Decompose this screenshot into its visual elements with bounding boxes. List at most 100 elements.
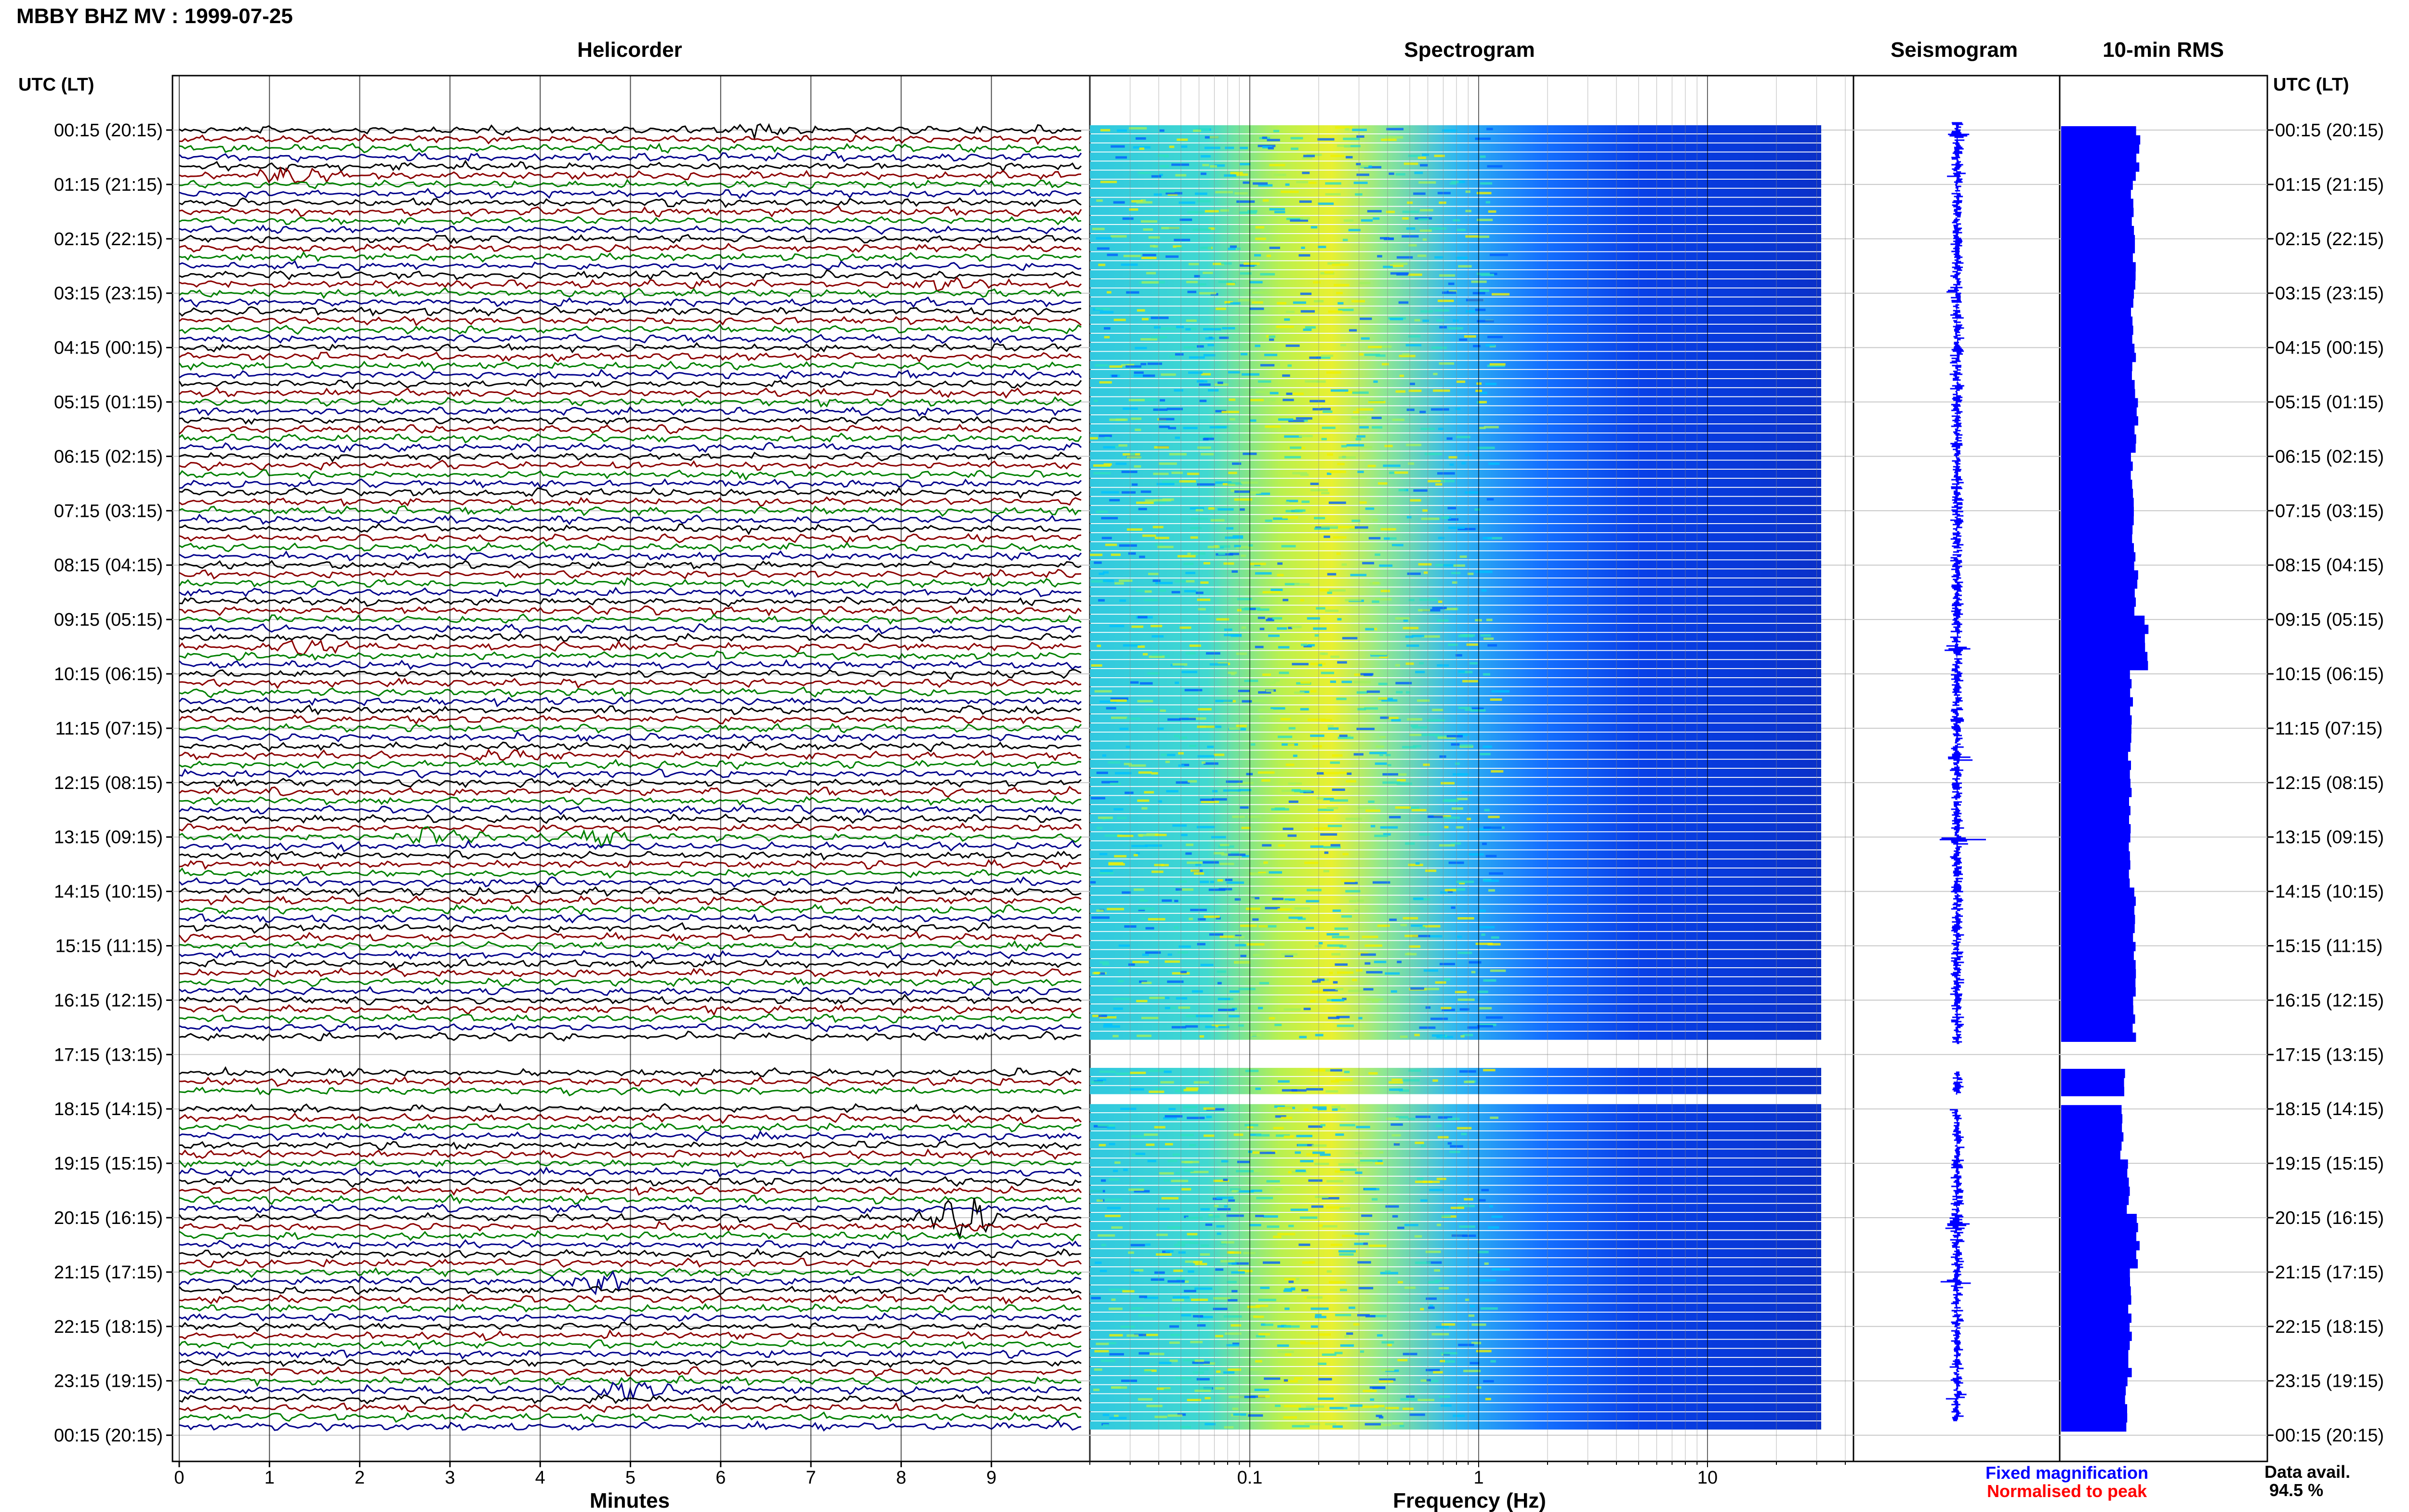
spectrogram-speckle	[1396, 273, 1408, 276]
spectrogram-speckle	[1420, 310, 1433, 313]
spectrogram-speckle	[1355, 438, 1362, 441]
spectrogram-speckle	[1190, 526, 1202, 529]
spectrogram-row	[1090, 125, 1821, 133]
spectrogram-speckle	[1238, 987, 1256, 990]
spectrogram-speckle	[1156, 1387, 1171, 1390]
spectrogram-speckle	[1181, 671, 1197, 673]
spectrogram-speckle	[1184, 590, 1196, 592]
spectrogram-speckle	[1225, 879, 1233, 881]
spectrogram-speckle	[1259, 715, 1264, 718]
spectrogram-speckle	[1277, 302, 1286, 305]
spectrogram-speckle	[1197, 483, 1216, 486]
row-label-right: 06:15 (02:15)	[2275, 447, 2384, 467]
spectrogram-speckle	[1351, 300, 1365, 302]
spectrogram-speckle	[1104, 834, 1123, 837]
spectrogram-speckle	[1162, 480, 1179, 483]
frequency-tick-label: 10	[1697, 1468, 1718, 1488]
spectrogram-speckle	[1240, 508, 1245, 511]
spectrogram-speckle	[1172, 1299, 1184, 1302]
spectrogram-speckle	[1314, 1315, 1326, 1318]
spectrogram-speckle	[1234, 192, 1248, 195]
spectrogram-row	[1090, 197, 1821, 206]
spectrogram-speckle	[1196, 200, 1211, 203]
spectrogram-speckle	[1456, 798, 1468, 801]
spectrogram-speckle	[1217, 1208, 1231, 1211]
minute-tick-label: 8	[896, 1468, 906, 1488]
spectrogram-speckle	[1174, 735, 1180, 737]
spectrogram-speckle	[1291, 1170, 1307, 1173]
spectrogram-speckle	[1231, 1262, 1249, 1265]
helicorder-minute-gridlines	[179, 76, 992, 1461]
spectrogram-speckle	[1200, 581, 1209, 584]
spectrogram-speckle	[1284, 1379, 1288, 1382]
spectrogram-speckle	[1403, 627, 1419, 630]
spectrogram-speckle	[1226, 1344, 1240, 1347]
spectrogram-speckle	[1337, 145, 1350, 147]
rms-bar	[2061, 434, 2136, 444]
spectrogram-speckle	[1352, 129, 1367, 131]
spectrogram-speckle	[1203, 354, 1216, 356]
spectrogram-speckle	[1236, 724, 1247, 727]
spectrogram-speckle	[1277, 1344, 1289, 1347]
spectrogram-speckle	[1291, 147, 1298, 150]
spectrogram-speckle	[1167, 718, 1181, 721]
spectrogram-speckle	[1277, 1107, 1293, 1110]
spectrogram-speckle	[1262, 146, 1272, 149]
spectrogram-row	[1090, 696, 1821, 705]
spectrogram-row	[1090, 868, 1821, 877]
spectrogram-speckle	[1332, 754, 1343, 757]
spectrogram-speckle	[1145, 927, 1154, 930]
row-label-right: 21:15 (17:15)	[2275, 1262, 2384, 1283]
spectrogram-row	[1090, 669, 1821, 677]
spectrogram-speckle	[1204, 146, 1220, 149]
spectrogram-speckle	[1107, 907, 1124, 910]
spectrogram-speckle	[1185, 1216, 1203, 1219]
spectrogram-speckle	[1128, 552, 1136, 555]
spectrogram-speckle	[1345, 128, 1350, 131]
spectrogram-speckle	[1406, 1395, 1415, 1398]
spectrogram-speckle	[1327, 592, 1332, 594]
spectrogram-speckle	[1122, 217, 1134, 220]
spectrogram-speckle	[1104, 327, 1111, 330]
spectrogram-speckle	[1204, 1423, 1216, 1426]
spectrogram-speckle	[1223, 1315, 1242, 1318]
spectrogram-row	[1090, 750, 1821, 759]
utc-lt-label-left: UTC (LT)	[18, 75, 94, 95]
spectrogram-speckle	[1119, 544, 1137, 547]
spectrogram-speckle	[1187, 211, 1204, 214]
spectrogram-speckle	[1347, 735, 1351, 737]
rms-bar	[2061, 724, 2131, 734]
spectrogram-speckle	[1250, 743, 1256, 746]
spectrogram-speckle	[1164, 1070, 1172, 1073]
spectrogram-row	[1090, 1367, 1821, 1375]
spectrogram-speckle	[1419, 926, 1426, 929]
spectrogram-speckle	[1331, 953, 1341, 956]
spectrogram-speckle	[1126, 456, 1141, 459]
row-label-right: 22:15 (18:15)	[2275, 1317, 2384, 1337]
spectrogram-speckle	[1417, 254, 1427, 257]
spectrogram-speckle	[1131, 1307, 1144, 1310]
spectrogram-speckle	[1431, 346, 1447, 349]
spectrogram-speckle	[1451, 743, 1460, 746]
spectrogram-speckle	[1250, 607, 1256, 610]
spectrogram-speckle	[1255, 226, 1265, 229]
spectrogram-speckle	[1386, 537, 1397, 540]
spectrogram-speckle	[1261, 229, 1266, 232]
spectrogram-speckle	[1192, 228, 1211, 231]
spectrogram-row	[1090, 623, 1821, 632]
spectrogram-speckle	[1274, 210, 1285, 213]
spectrogram-speckle	[1281, 953, 1297, 956]
spectrogram-row	[1090, 478, 1821, 487]
spectrogram-speckle	[1171, 1180, 1189, 1183]
spectrogram-speckle	[1451, 572, 1461, 575]
spectrogram-speckle	[1357, 899, 1364, 902]
spectrogram-speckle	[1336, 552, 1341, 555]
spectrogram-speckle	[1420, 1199, 1428, 1202]
rms-bar	[2061, 751, 2128, 761]
spectrogram-speckle	[1427, 815, 1443, 818]
spectrogram-speckle	[1378, 683, 1388, 685]
rms-bar	[2061, 1268, 2130, 1278]
spectrogram-speckle	[1213, 1307, 1228, 1310]
spectrogram-speckle	[1418, 181, 1436, 184]
spectrogram-speckle	[1368, 537, 1381, 539]
